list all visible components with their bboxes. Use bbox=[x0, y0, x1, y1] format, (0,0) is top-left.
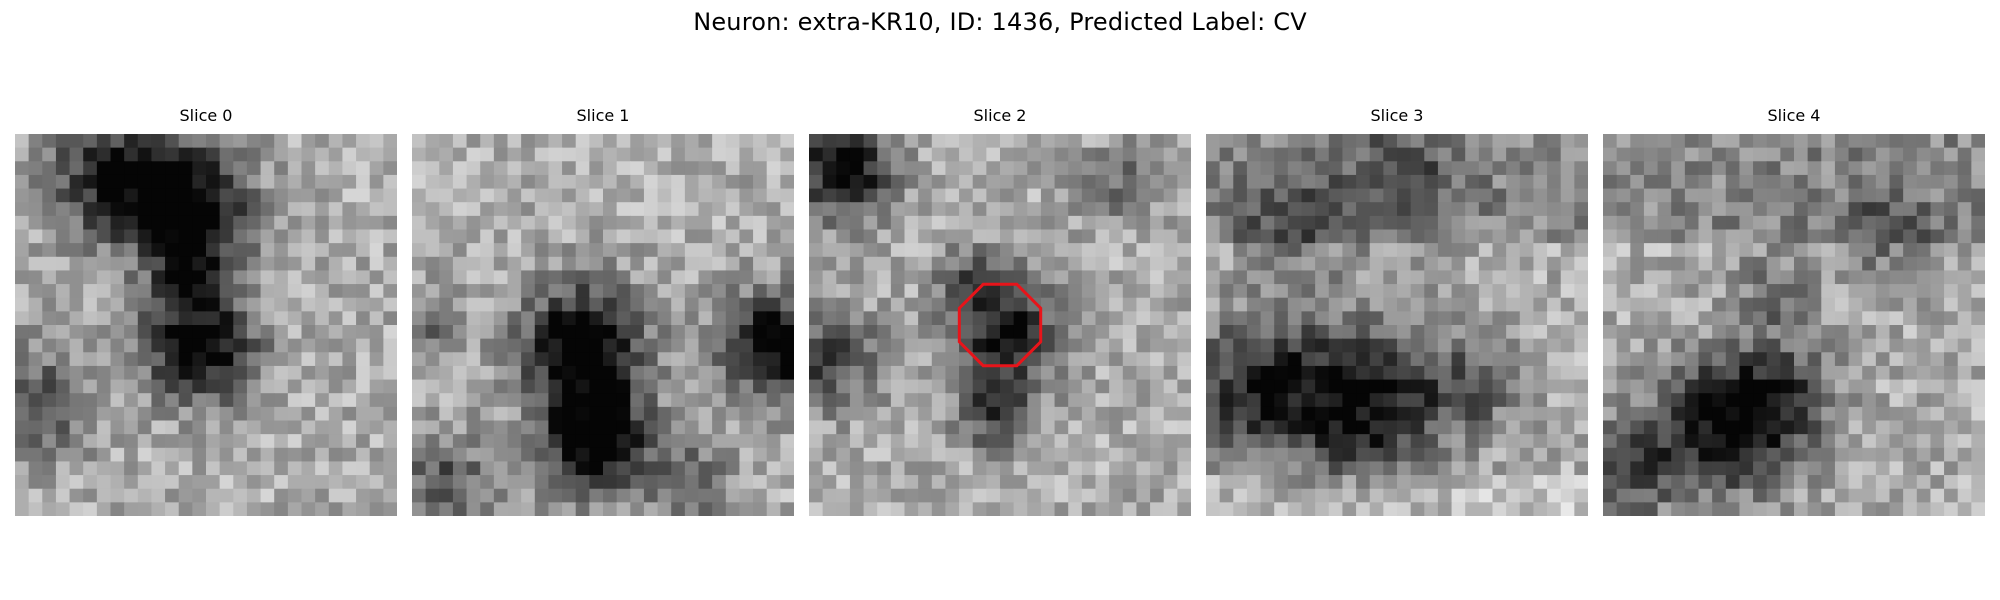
pixel-grid bbox=[1206, 134, 1588, 516]
pixel-grid bbox=[412, 134, 794, 516]
highlight-contour bbox=[957, 282, 1043, 368]
slice-title: Slice 2 bbox=[973, 106, 1027, 125]
slice-image-4 bbox=[1603, 134, 1985, 516]
slice-image-0 bbox=[15, 134, 397, 516]
slice-title: Slice 0 bbox=[179, 106, 233, 125]
figure-title: Neuron: extra-KR10, ID: 1436, Predicted … bbox=[693, 8, 1307, 36]
slice-image-3 bbox=[1206, 134, 1588, 516]
pixel-grid bbox=[1603, 134, 1985, 516]
slice-title: Slice 3 bbox=[1370, 106, 1424, 125]
slice-title: Slice 4 bbox=[1767, 106, 1821, 125]
slice-title: Slice 1 bbox=[576, 106, 630, 125]
slice-image-2 bbox=[809, 134, 1191, 516]
pixel-grid bbox=[809, 134, 1191, 516]
pixel-grid bbox=[15, 134, 397, 516]
slice-image-1 bbox=[412, 134, 794, 516]
